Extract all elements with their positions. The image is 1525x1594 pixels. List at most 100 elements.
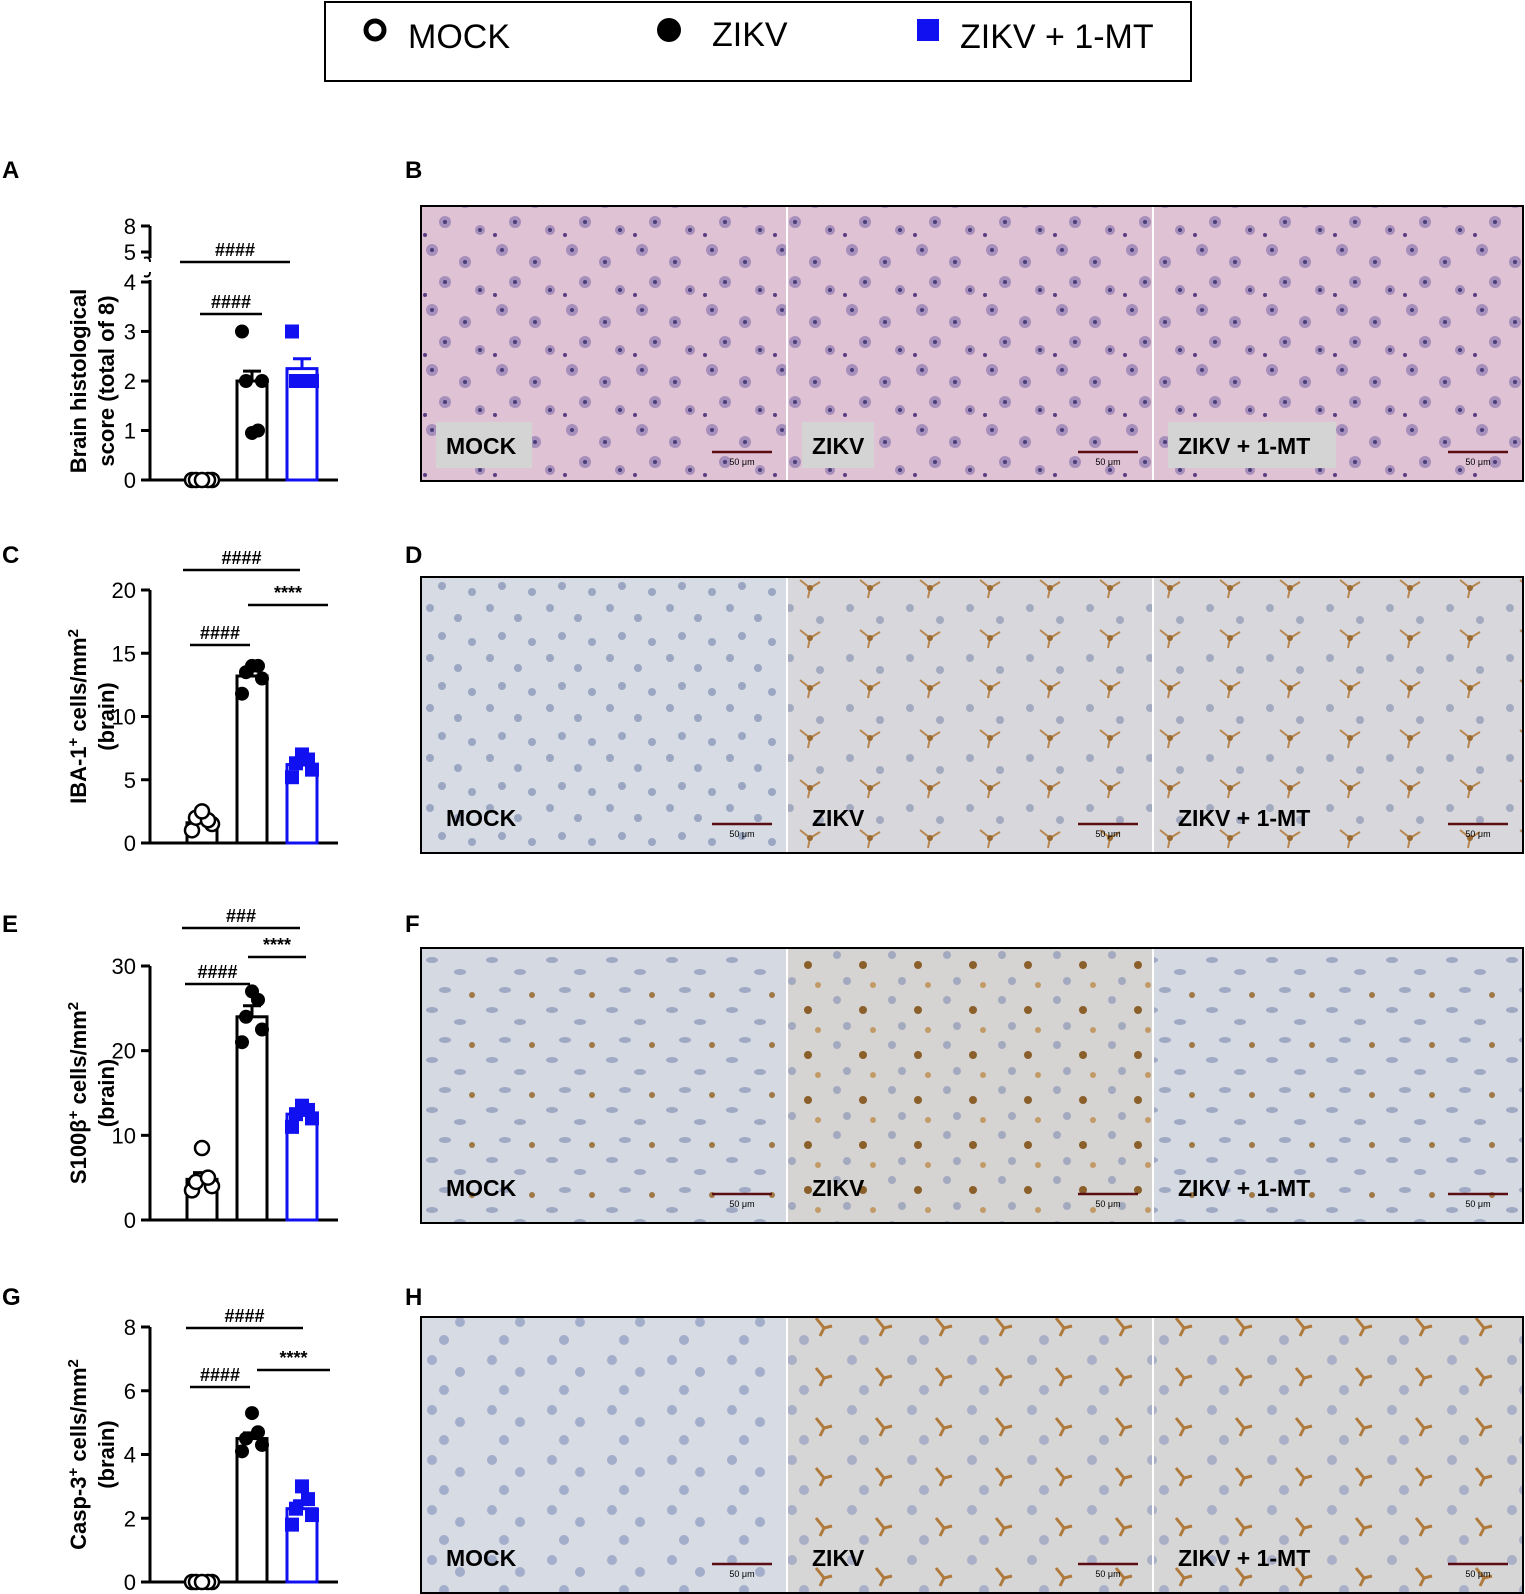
y-label-part: cells/mm bbox=[66, 637, 91, 737]
data-point-zikv bbox=[255, 671, 269, 686]
axis-break-mark bbox=[143, 256, 151, 263]
y-label-sup: + bbox=[65, 1110, 82, 1119]
micrograph-label: MOCK bbox=[446, 805, 517, 831]
data-point-zikv-mt bbox=[295, 374, 309, 388]
panel-letter-f: F bbox=[405, 911, 420, 938]
data-point-zikv-mt bbox=[295, 1098, 309, 1113]
significance-label: **** bbox=[263, 935, 291, 955]
bar-zikv bbox=[235, 1015, 269, 1222]
data-point-mock bbox=[193, 803, 211, 820]
data-point-zikv-mt bbox=[305, 1508, 319, 1523]
y-tick-label: 30 bbox=[112, 954, 136, 979]
micrograph-image bbox=[788, 578, 1152, 852]
y-label-part: Casp-3 bbox=[66, 1477, 91, 1550]
micrograph-divider bbox=[1152, 207, 1154, 480]
micrograph-image bbox=[788, 949, 1152, 1222]
data-point-zikv bbox=[251, 1425, 265, 1440]
y-tick-label: 1 bbox=[124, 419, 136, 444]
y-axis-label: IBA-1+ cells/mm2 bbox=[65, 629, 92, 804]
y-tick-label: 3 bbox=[124, 320, 136, 345]
y-tick-label: 0 bbox=[124, 1208, 136, 1233]
micrograph-divider bbox=[786, 1318, 788, 1592]
micrograph-label-bg bbox=[1168, 422, 1336, 468]
micrograph-frame bbox=[420, 947, 1524, 1224]
micrograph-divider bbox=[1152, 578, 1154, 852]
y-tick-label: 5 bbox=[124, 240, 136, 265]
micrograph-label: MOCK bbox=[446, 1545, 517, 1571]
micrograph-image bbox=[1154, 578, 1522, 852]
data-point-mock bbox=[193, 1139, 211, 1157]
panel-letter-g: G bbox=[2, 1284, 21, 1311]
micrograph-image bbox=[422, 578, 786, 852]
micrograph-image bbox=[1154, 1318, 1522, 1592]
data-point-zikv bbox=[239, 1009, 253, 1024]
micrograph-divider bbox=[1152, 1318, 1154, 1592]
micrograph-divider bbox=[786, 207, 788, 480]
micrograph-row-d: MOCK 50 μm ZIKV 50 μm ZIKV + 1-MT 50 μm bbox=[420, 576, 1524, 854]
y-axis-label: Brain histological bbox=[66, 289, 91, 474]
scale-bar-label: 50 μm bbox=[729, 1199, 754, 1209]
micrograph-label-bg bbox=[436, 422, 532, 468]
scale-bar-label: 50 μm bbox=[1095, 829, 1120, 839]
significance-label: #### bbox=[200, 623, 240, 643]
scale-bar-label: 50 μm bbox=[1095, 457, 1120, 467]
data-point-mock bbox=[193, 471, 211, 489]
micrograph-label: ZIKV bbox=[812, 1545, 865, 1571]
panel-letter-h: H bbox=[405, 1284, 422, 1311]
y-label-sup: 2 bbox=[65, 629, 82, 637]
panel-letter-d: D bbox=[405, 542, 422, 569]
micrograph-divider bbox=[786, 578, 788, 852]
legend-zikv-mt-label: ZIKV + 1-MT bbox=[960, 18, 1154, 56]
legend-mock-marker bbox=[363, 18, 387, 42]
y-tick-label: 8 bbox=[124, 1315, 136, 1340]
y-tick-label: 0 bbox=[124, 468, 136, 493]
data-point-zikv bbox=[235, 1444, 249, 1459]
micrograph-frame bbox=[420, 576, 1524, 854]
micrograph-label-bg bbox=[802, 422, 874, 468]
legend: MOCK ZIKV ZIKV + 1-MT bbox=[324, 1, 1192, 82]
y-tick-label: 4 bbox=[124, 1443, 136, 1468]
micrograph-label: ZIKV + 1-MT bbox=[1178, 1175, 1310, 1201]
panel-letter-e: E bbox=[2, 911, 18, 938]
y-axis-label: S100β+ cells/mm2 bbox=[65, 1002, 92, 1184]
y-label-part: cells/mm bbox=[66, 1010, 91, 1110]
scale-bar-label: 50 μm bbox=[729, 457, 754, 467]
bar-zikv bbox=[235, 674, 269, 845]
data-point-zikv-mt bbox=[301, 1492, 315, 1507]
data-point-zikv bbox=[235, 324, 249, 339]
significance-label: #### bbox=[221, 548, 261, 568]
data-point-zikv bbox=[235, 1035, 249, 1050]
data-point-zikv bbox=[239, 1431, 253, 1446]
y-axis-label-line2: (brain) bbox=[94, 1420, 119, 1488]
micrograph-label: MOCK bbox=[446, 1175, 517, 1201]
significance-label: #### bbox=[200, 1365, 240, 1385]
y-tick-label: 10 bbox=[112, 1123, 136, 1148]
significance-label: ### bbox=[226, 906, 256, 926]
y-label-sup: 2 bbox=[65, 1002, 82, 1010]
data-point-zikv-mt bbox=[289, 1501, 303, 1516]
significance-label: #### bbox=[211, 292, 251, 312]
data-point-zikv bbox=[239, 374, 253, 388]
significance-label: **** bbox=[274, 583, 302, 603]
y-axis-label-line2: score (total of 8) bbox=[94, 295, 119, 466]
micrograph-image bbox=[422, 949, 786, 1222]
y-tick-label: 0 bbox=[124, 1570, 136, 1594]
significance-label: #### bbox=[224, 1306, 264, 1326]
scale-bar-label: 50 μm bbox=[1095, 1569, 1120, 1579]
micrograph-image bbox=[788, 1318, 1152, 1592]
micrograph-label: ZIKV + 1-MT bbox=[1178, 805, 1310, 831]
y-axis-label-line2: (brain) bbox=[94, 1059, 119, 1127]
data-point-mock bbox=[193, 1573, 211, 1591]
y-tick-label: 2 bbox=[124, 369, 136, 394]
micrograph-frame bbox=[420, 1316, 1524, 1594]
panel-letter-a: A bbox=[2, 157, 19, 184]
micrograph-label: MOCK bbox=[446, 433, 517, 459]
legend-zikv-mt-marker bbox=[917, 19, 939, 41]
scale-bar-label: 50 μm bbox=[1465, 457, 1490, 467]
data-point-zikv-mt bbox=[285, 770, 299, 785]
micrograph-divider bbox=[1152, 949, 1154, 1222]
